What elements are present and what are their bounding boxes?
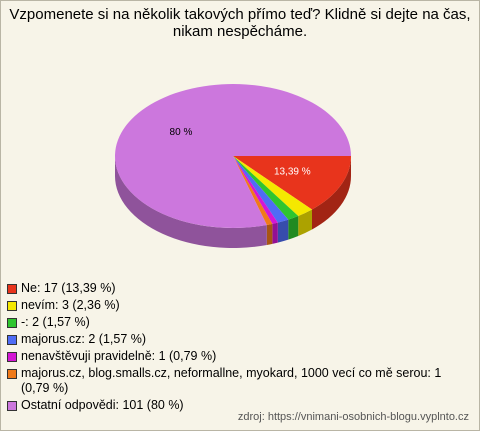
slice (233, 156, 351, 210)
legend-label: Ostatní odpovědi: 101 (80 %) (21, 398, 184, 412)
legend-label: majorus.cz, blog.smalls.cz, neformallne,… (21, 366, 442, 395)
slice-side (288, 215, 299, 240)
legend-label: -: 2 (1,57 %) (21, 315, 90, 329)
data-label: 80 % (170, 127, 193, 138)
legend-label: Ne: 17 (13,39 %) (21, 281, 116, 295)
legend-label: majorus.cz: 2 (1,57 %) (21, 332, 147, 346)
slice-side (266, 223, 273, 245)
slice-side (311, 156, 351, 230)
slice (233, 156, 299, 220)
legend-item: nenavštěvuji pravidelně: 1 (0,79 %) (7, 349, 471, 364)
slice (233, 156, 278, 224)
slice-side (272, 222, 278, 244)
source: zdroj: https://vnimani-osobnich-blogu.vy… (237, 411, 469, 423)
legend-swatch (7, 301, 17, 311)
slice (115, 84, 351, 228)
legend-swatch (7, 352, 17, 362)
legend-swatch (7, 318, 17, 328)
slice (233, 156, 289, 223)
slice-side (298, 209, 312, 236)
slice-side (277, 219, 289, 243)
legend-swatch (7, 369, 17, 379)
legend-item: majorus.cz: 2 (1,57 %) (7, 332, 471, 347)
pie-area: 13,39 % 80 % (115, 84, 351, 249)
legend: Ne: 17 (13,39 %) nevím: 3 (2,36 %) -: 2 (1… (7, 281, 471, 415)
legend-item: nevím: 3 (2,36 %) (7, 298, 471, 313)
legend-item: Ostatní odpovědi: 101 (80 %) (7, 398, 471, 413)
legend-item: Ne: 17 (13,39 %) (7, 281, 471, 296)
data-label: 13,39 % (274, 167, 311, 178)
legend-item: -: 2 (1,57 %) (7, 315, 471, 330)
legend-swatch (7, 401, 17, 411)
legend-swatch (7, 335, 17, 345)
chart-title: Vzpomenete si na několik takových přímo … (9, 6, 471, 40)
legend-item: majorus.cz, blog.smalls.cz, neformallne,… (7, 366, 471, 396)
legend-label: nevím: 3 (2,36 %) (21, 298, 120, 312)
slice-side (115, 156, 267, 249)
legend-label: nenavštěvuji pravidelně: 1 (0,79 %) (21, 349, 217, 363)
slice (233, 156, 312, 216)
legend-swatch (7, 284, 17, 294)
slice (233, 156, 273, 225)
